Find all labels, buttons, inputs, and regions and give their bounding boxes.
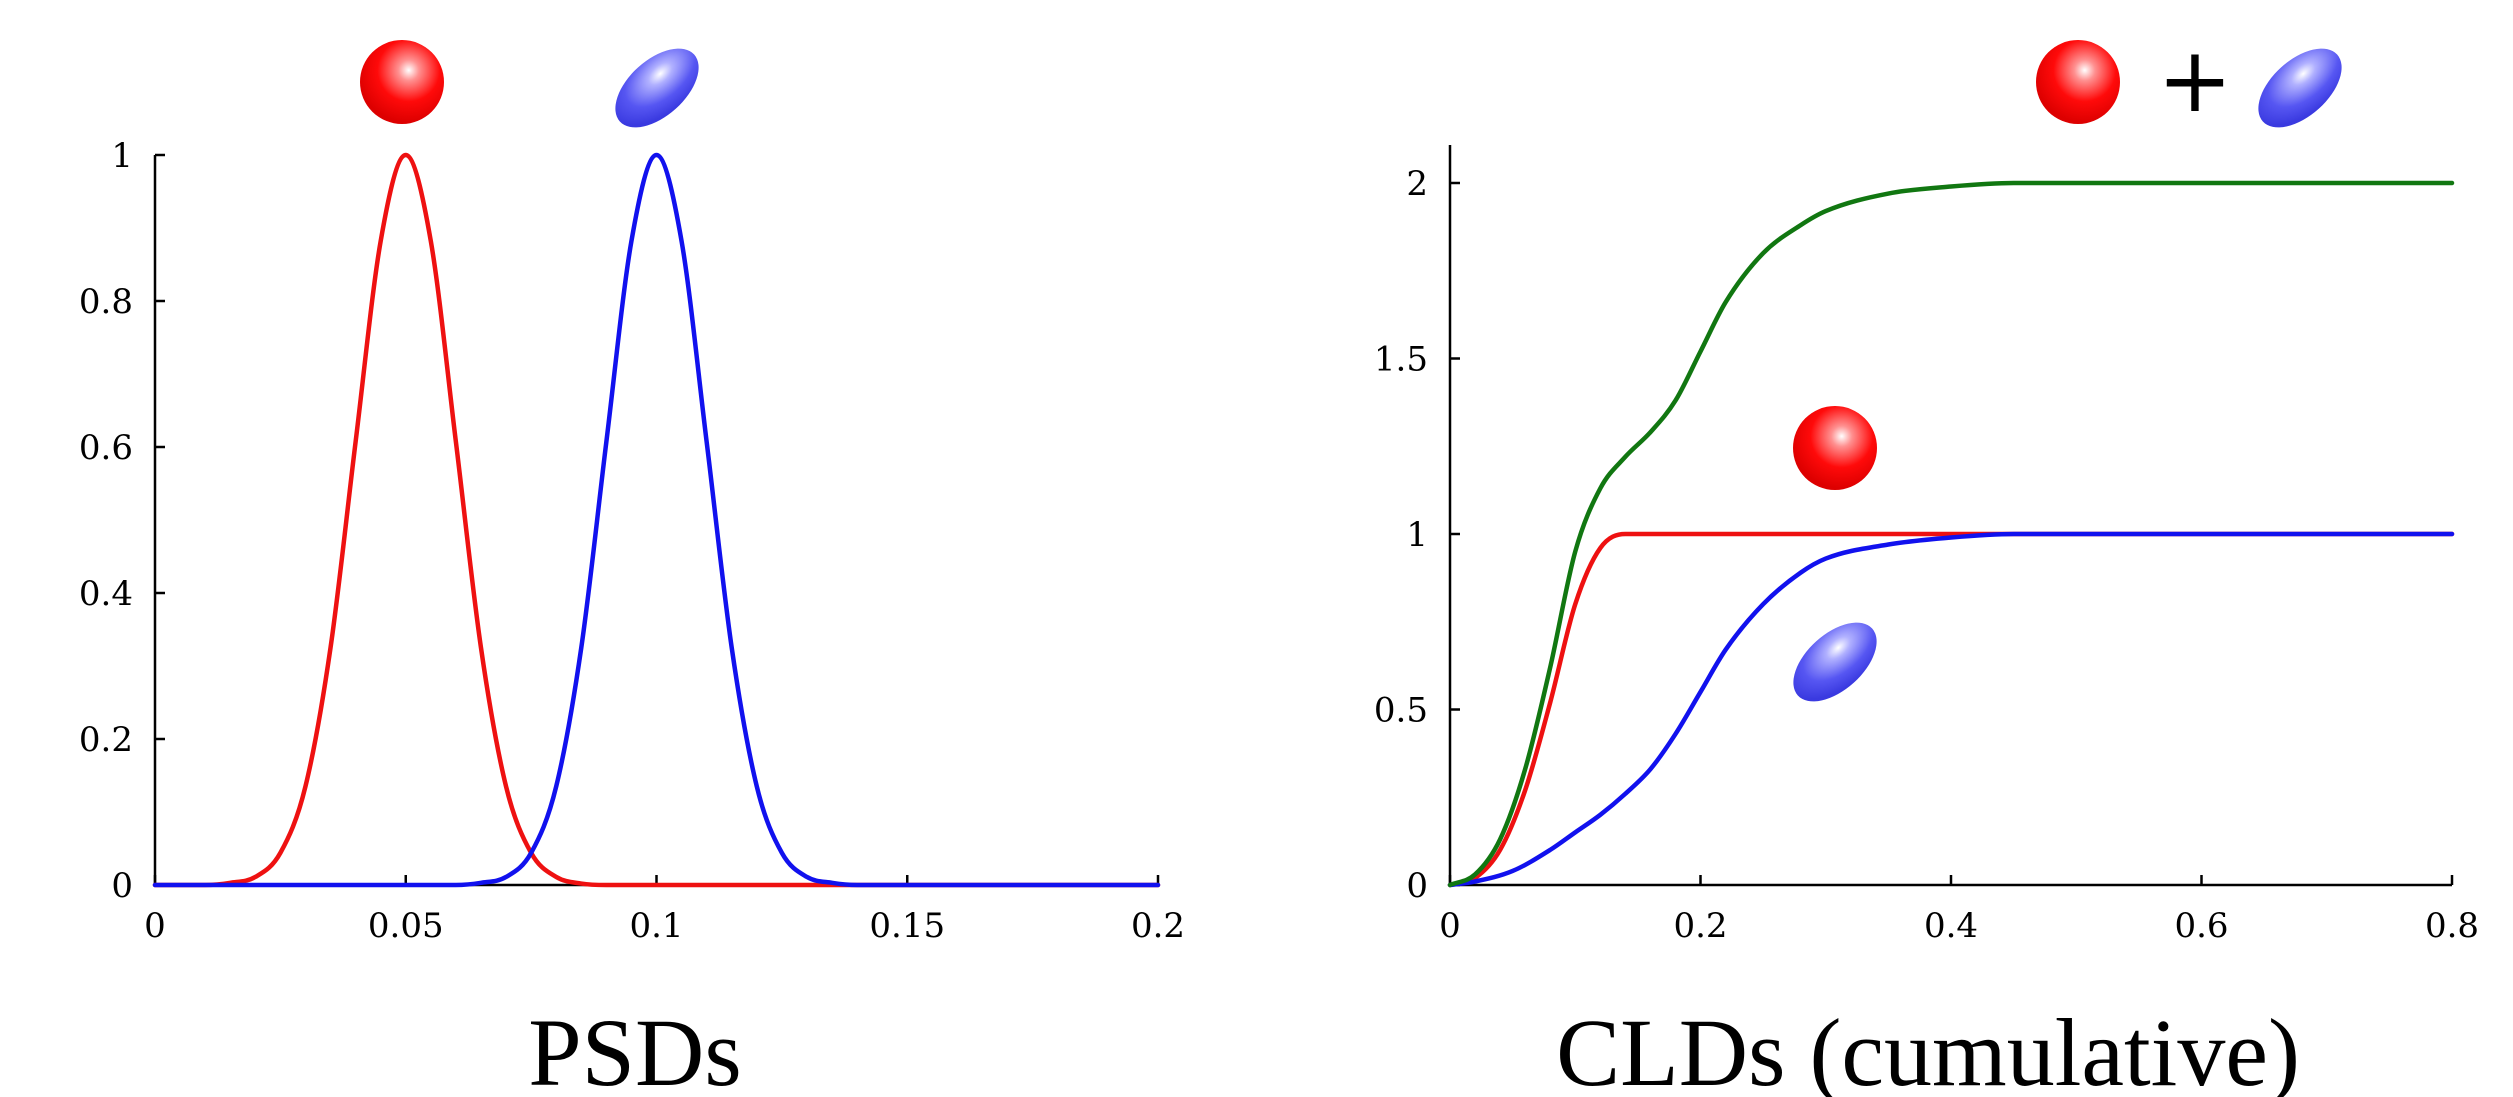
- psd-title: PSDs: [528, 999, 741, 1097]
- cld-y-tick-label: 1.5: [1374, 340, 1428, 380]
- cld-y-tick-label: 1: [1406, 515, 1428, 555]
- psd-x-tick-label: 0.1: [629, 906, 683, 946]
- psd-plot-area: 0 0.05 0.1 0.15 0.2 0 0.2 0.4 0.6 0.8 1: [79, 136, 1185, 946]
- cld-x-tick-label: 0.8: [2425, 906, 2479, 946]
- cld-y-tick-label: 2: [1406, 164, 1428, 204]
- cld-x-axis: 0 0.2 0.4 0.6 0.8: [1439, 875, 2479, 946]
- cld-y-tick-label: 0.5: [1374, 691, 1428, 731]
- psd-series-group: [152, 152, 1161, 888]
- cld-x-ticks: 0 0.2 0.4 0.6 0.8: [1439, 875, 2479, 946]
- psd-y-tick-label: 0.8: [79, 282, 133, 322]
- cld-plot-area: 0 0.2 0.4 0.6 0.8 0 0.5 1 1.5 2: [1374, 145, 2479, 946]
- sum-legend: +: [2036, 28, 2342, 133]
- ellipsoid-icon: [1793, 622, 1877, 702]
- cld-series-ellipsoid-line: [1447, 531, 2455, 888]
- cld-series-sphere-plus-ellipsoid-line: [1447, 180, 2455, 888]
- psd-x-tick-label: 0: [144, 906, 166, 946]
- psd-panel: 0 0.05 0.1 0.15 0.2 0 0.2 0.4 0.6 0.8 1 PSDs: [79, 40, 1185, 1097]
- plus-sign: +: [2157, 28, 2232, 133]
- sphere-icon: [360, 40, 444, 124]
- psd-series-ellipsoid-line: [152, 152, 1161, 888]
- cld-series-group: [1447, 180, 2455, 888]
- psd-x-tick-label: 0.2: [1131, 906, 1185, 946]
- psd-x-tick-label: 0.15: [869, 906, 945, 946]
- psd-x-axis: 0 0.05 0.1 0.15 0.2: [144, 875, 1185, 946]
- cld-title: CLDs (cumulative): [1556, 999, 2300, 1097]
- psd-y-axis: 0 0.2 0.4 0.6 0.8 1: [79, 136, 165, 906]
- psd-y-tick-label: 0.2: [79, 720, 133, 760]
- cld-panel: 0 0.2 0.4 0.6 0.8 0 0.5 1 1.5 2 + CLDs (cumulati…: [1374, 28, 2479, 1097]
- sphere-icon: [1793, 406, 1877, 490]
- cld-y-ticks: 0 0.5 1 1.5 2: [1374, 164, 1460, 906]
- psd-x-ticks: 0 0.05 0.1 0.15 0.2: [144, 875, 1185, 946]
- cld-y-tick-label: 0: [1406, 866, 1428, 906]
- psd-x-tick-label: 0.05: [368, 906, 444, 946]
- psd-y-ticks: 0 0.2 0.4 0.6 0.8 1: [79, 136, 165, 906]
- cld-x-tick-label: 0: [1439, 906, 1461, 946]
- ellipsoid-icon: [2258, 48, 2342, 128]
- psd-y-tick-label: 1: [111, 136, 133, 176]
- cld-x-tick-label: 0.6: [2174, 906, 2228, 946]
- cld-y-axis: 0 0.5 1 1.5 2: [1374, 145, 1460, 906]
- cld-x-tick-label: 0.2: [1673, 906, 1727, 946]
- psd-y-tick-label: 0.4: [79, 574, 133, 614]
- sphere-icon: [2036, 40, 2120, 124]
- psd-series-sphere-line: [152, 152, 1161, 888]
- cld-x-tick-label: 0.4: [1924, 906, 1978, 946]
- psd-y-tick-label: 0.6: [79, 428, 133, 468]
- psd-y-tick-label: 0: [111, 866, 133, 906]
- cld-series-sphere-line: [1447, 531, 2455, 888]
- ellipsoid-icon: [615, 48, 699, 128]
